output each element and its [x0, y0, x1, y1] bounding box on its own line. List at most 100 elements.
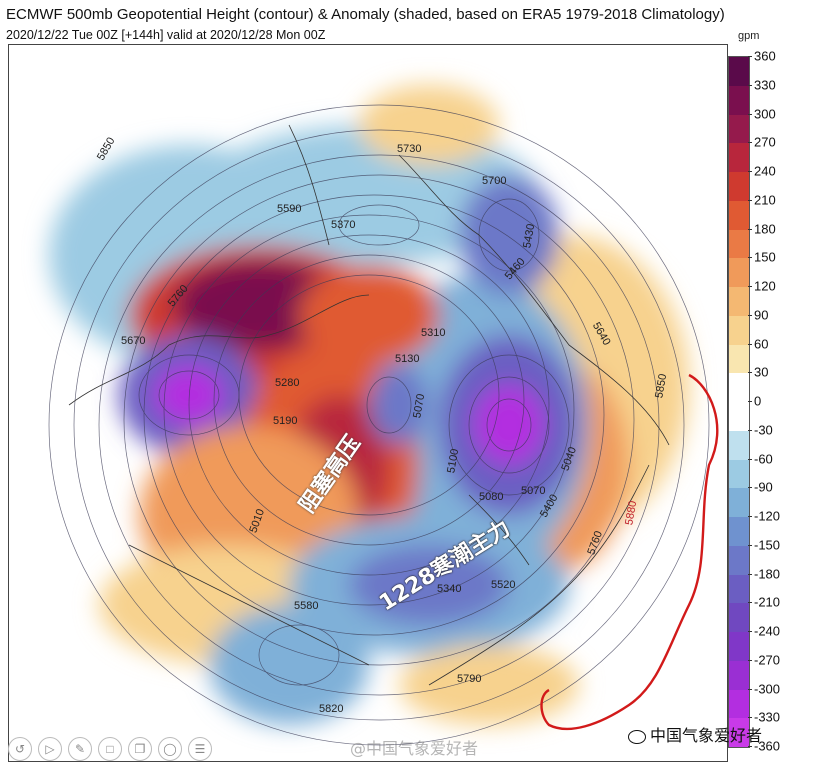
colorbar-tick-mark [748, 56, 752, 57]
contour-label: 5670 [121, 335, 146, 347]
colorbar-tick-mark [748, 717, 752, 719]
colorbar-tick-mark [748, 142, 752, 144]
colorbar-tick-label: -90 [754, 479, 773, 495]
colorbar-tick-mark [748, 659, 752, 661]
colorbar-tick-mark [748, 573, 752, 575]
colorbar-tick-mark [748, 688, 752, 690]
colorbar-tick-label: -360 [754, 738, 781, 754]
colorbar-tick-label: -120 [754, 508, 781, 524]
contour-label: 5700 [482, 175, 507, 187]
map-subtitle: 2020/12/22 Tue 00Z [+144h] valid at 2020… [6, 28, 326, 42]
pencil-icon[interactable]: ✎ [68, 737, 92, 761]
colorbar-tick-mark [748, 314, 752, 316]
colorbar-tick-mark [748, 401, 752, 402]
contour-label: 5080 [479, 491, 504, 503]
colorbar-segment [729, 114, 749, 144]
colorbar-tick-label: -150 [754, 537, 781, 553]
colorbar-tick-label: -30 [754, 422, 773, 438]
contour-label: 5730 [397, 143, 422, 155]
colorbar-segment [729, 603, 749, 632]
anomaly-shading [49, 85, 689, 725]
colorbar-tick-label: -210 [754, 594, 781, 610]
contour-label: 5130 [395, 353, 420, 365]
colorbar-tick-label: 180 [754, 221, 776, 236]
colorbar-segment [729, 200, 749, 230]
contour-label: 5190 [273, 415, 298, 427]
contour-label: 5310 [421, 327, 446, 339]
colorbar-unit: gpm [738, 30, 760, 42]
coastlines [68, 124, 670, 686]
contour-label: 5370 [331, 219, 356, 231]
contour-label: 5070 [521, 485, 546, 497]
contour-label: 5790 [457, 673, 482, 685]
contour-label: 5340 [437, 583, 462, 595]
colorbar-tick-label: -270 [754, 652, 781, 668]
colorbar-segment [729, 545, 749, 575]
contour-label: 5580 [294, 600, 319, 612]
colorbar-tick-label: 360 [754, 48, 776, 64]
expand-icon[interactable]: □ [98, 737, 122, 761]
contour-label: 5590 [277, 203, 302, 215]
next-icon[interactable]: ▷ [38, 737, 62, 761]
colorbar-tick-mark [748, 602, 752, 604]
colorbar-segment [729, 488, 749, 517]
colorbar-segment [729, 459, 749, 489]
colorbar-tick-label: -330 [754, 709, 781, 725]
contour-label: 5820 [319, 703, 344, 715]
colorbar-tick-mark [748, 171, 752, 172]
subtropical-high-5880-contour [540, 373, 719, 731]
colorbar: gpm 360 330 300 270 240 210 180 150 120 90 60 30 0 -3… [728, 30, 824, 768]
colorbar-segment [729, 373, 749, 402]
viewer-toolbar: ↺ ▷ ✎ □ ❐ ◯ ☰ [0, 734, 428, 764]
colorbar-tick-mark [748, 544, 752, 546]
colorbar-tick-mark [748, 516, 752, 517]
contour-label: 5520 [491, 579, 516, 591]
colorbar-tick-mark [748, 458, 752, 460]
colorbar-segment [729, 632, 749, 661]
watermark-center: @中国气象爱好者 [350, 739, 479, 758]
colorbar-segment [729, 718, 749, 747]
colorbar-tick-mark [748, 631, 752, 632]
colorbar-tick-mark [748, 487, 752, 489]
colorbar-tick-label: 300 [754, 106, 776, 121]
colorbar-tick-label: -300 [754, 681, 781, 696]
colorbar-tick-label: 120 [754, 278, 776, 294]
colorbar-tick-mark [748, 429, 752, 431]
colorbar-tick-mark [748, 257, 752, 259]
colorbar-segment [729, 344, 749, 374]
colorbar-segment [729, 315, 749, 345]
colorbar-tick-mark [748, 746, 752, 747]
colorbar-tick-label: 240 [754, 163, 776, 179]
watermark-right: 中国气象爱好者 [628, 722, 762, 746]
colorbar-tick-label: -180 [754, 566, 781, 581]
colorbar-segment [729, 229, 749, 259]
colorbar-tick-label: 150 [754, 249, 776, 265]
wechat-icon [628, 729, 646, 744]
colorbar-segment [729, 287, 749, 316]
colorbar-segment [729, 574, 749, 604]
colorbar-tick-label: 330 [754, 77, 776, 93]
colorbar-tick-label: 30 [754, 364, 769, 380]
colorbar-tick-label: 0 [754, 393, 762, 409]
map-canvas [48, 85, 719, 746]
colorbar-segment [729, 258, 749, 287]
list-icon[interactable]: ☰ [188, 737, 212, 761]
watermark-right-text: 中国气象爱好者 [650, 726, 763, 745]
colorbar-segment [729, 660, 749, 690]
colorbar-tick-label: -60 [754, 451, 773, 466]
copy-icon[interactable]: ❐ [128, 737, 152, 761]
colorbar-tick-mark [748, 372, 752, 374]
colorbar-gradient [728, 56, 750, 748]
colorbar-segment [729, 689, 749, 719]
zoom-icon[interactable]: ◯ [158, 737, 182, 761]
replay-icon[interactable]: ↺ [8, 737, 32, 761]
colorbar-tick-mark [748, 113, 752, 115]
colorbar-segment [729, 85, 749, 115]
colorbar-segment [729, 517, 749, 546]
colorbar-tick-mark [748, 199, 752, 201]
colorbar-tick-mark [748, 343, 752, 345]
colorbar-tick-label: 270 [754, 134, 776, 150]
colorbar-segment [729, 430, 749, 460]
colorbar-segment [729, 402, 749, 431]
colorbar-segment [729, 57, 749, 86]
